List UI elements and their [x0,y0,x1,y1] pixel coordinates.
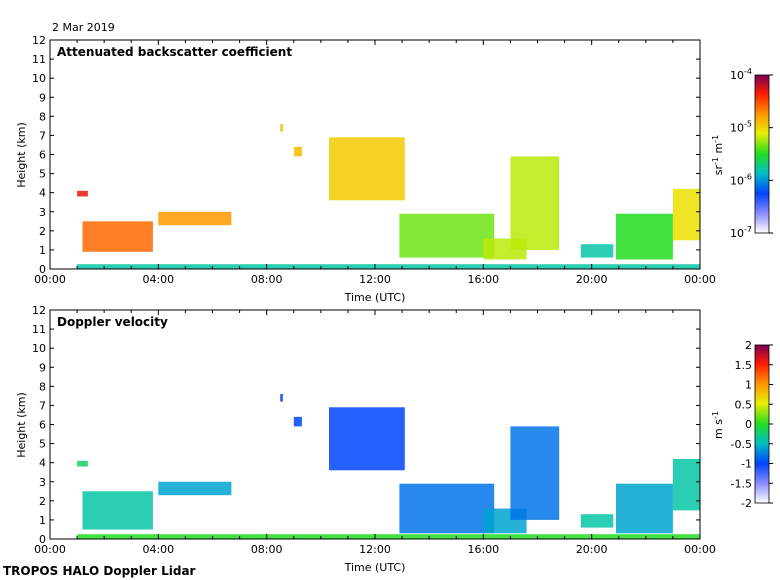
x-axis-label-backscatter: Time (UTC) [344,291,406,304]
y-tick-label: 1 [39,514,46,527]
x-tick-label: 16:00 [467,273,499,286]
colorbar-backscatter [754,74,770,234]
data-feature-1-5 [329,407,405,471]
colorbar-label-doppler: m s-1 [711,411,725,439]
y-tick-label: 11 [32,323,46,336]
y-tick-label: 5 [39,438,46,451]
x-tick-label: 08:00 [251,273,283,286]
data-feature-0-1 [82,221,153,252]
y-tick-label: 12 [32,304,46,317]
colorbar-doppler [754,344,770,504]
data-feature-1-8 [510,426,560,520]
y-axis-label-backscatter: Height (km) [15,122,28,188]
data-feature-0-2 [158,211,232,226]
y-tick-label: 12 [32,34,46,47]
y-tick-label: 6 [39,149,46,162]
colorbar-tick-label: -0.5 [731,438,752,451]
x-ticks-doppler: 00:00 04:00 08:00 12:00 16:00 20:00 00:00 [34,310,716,556]
panel-backscatter: Attenuated backscatter coefficient Heigh… [15,34,773,304]
x-tick-label: 04:00 [142,273,174,286]
y-tick-label: 8 [39,380,46,393]
y-tick-label: 7 [39,399,46,412]
x-ticks-backscatter: 00:00 04:00 08:00 12:00 16:00 20:00 00:00 [34,40,716,286]
data-feature-1-11 [672,458,700,511]
y-axis-label-doppler: Height (km) [15,392,28,458]
colorbar-tick-label: 0 [745,418,752,431]
plot-area-backscatter [77,124,701,269]
y-tick-label: 9 [39,91,46,104]
panel-title-doppler: Doppler velocity [57,315,168,329]
data-feature-1-12 [77,534,701,539]
y-tick-label: 2 [39,225,46,238]
y-tick-label: 6 [39,419,46,432]
data-feature-0-6 [399,213,495,258]
colorbar-tick-label: -1.5 [731,477,752,490]
colorbar-tick-label: 10-6 [730,172,752,187]
data-feature-0-0 [77,190,88,197]
x-tick-label: 04:00 [142,543,174,556]
colorbar-tick-label: -1 [741,458,752,471]
colorbar-tick-label: 0.5 [735,398,753,411]
date-label: 2 Mar 2019 [52,21,115,34]
colorbar-ticks-doppler: 2 1.5 1 0.5 0 -0.5 -1 -1.5 -2 [731,339,773,510]
y-tick-label: 0 [39,263,46,276]
y-tick-label: 5 [39,168,46,181]
y-tick-label: 11 [32,53,46,66]
x-tick-label: 00:00 [34,543,66,556]
x-tick-label: 08:00 [251,543,283,556]
colorbar-tick-label: 2 [745,339,752,352]
data-feature-0-3 [280,124,283,132]
data-feature-1-6 [399,483,495,534]
y-tick-label: 2 [39,495,46,508]
y-tick-label: 3 [39,206,46,219]
data-feature-1-10 [616,483,673,534]
colorbar-tick-label: 10-4 [730,67,752,82]
colorbar-label-backscatter: sr-1 m-1 [711,135,725,175]
plot-area-doppler [77,394,701,539]
data-feature-0-11 [672,188,700,241]
colorbar-tick-label: 1 [745,379,752,392]
x-tick-label: 00:00 [684,273,716,286]
data-feature-1-1 [82,491,153,530]
panel-doppler: Doppler velocity Height (km) Time (UTC) … [15,304,773,574]
y-tick-label: 7 [39,129,46,142]
footer-label: TROPOS HALO Doppler Lidar [3,564,196,578]
y-tick-label: 9 [39,361,46,374]
y-tick-label: 4 [39,457,46,470]
x-tick-label: 12:00 [359,273,391,286]
x-axis-label-doppler: Time (UTC) [344,561,406,574]
y-tick-label: 10 [32,342,46,355]
x-tick-label: 00:00 [34,273,66,286]
data-feature-1-9 [580,514,614,528]
y-tick-label: 1 [39,244,46,257]
colorbar-tick-label: 1.5 [735,359,753,372]
data-feature-1-2 [158,481,232,496]
data-feature-1-0 [77,460,88,467]
colorbar-tick-label: -2 [741,497,752,510]
y-tick-label: 8 [39,110,46,123]
y-tick-label: 10 [32,72,46,85]
panel-title-backscatter: Attenuated backscatter coefficient [57,45,292,59]
x-tick-label: 20:00 [576,273,608,286]
y-tick-label: 3 [39,476,46,489]
x-tick-label: 00:00 [684,543,716,556]
data-feature-1-4 [293,416,302,427]
data-feature-0-8 [510,156,560,250]
data-feature-0-4 [293,146,302,157]
colorbar-tick-label: 10-7 [730,225,752,240]
x-tick-label: 20:00 [576,543,608,556]
data-feature-1-3 [280,394,283,402]
colorbar-tick-label: 10-5 [730,120,752,135]
y-tick-label: 0 [39,533,46,546]
data-feature-0-9 [580,244,614,258]
y-tick-label: 4 [39,187,46,200]
x-tick-label: 16:00 [467,543,499,556]
x-tick-label: 12:00 [359,543,391,556]
data-feature-0-10 [616,213,673,260]
data-feature-0-12 [77,264,701,269]
data-feature-0-5 [329,137,405,201]
